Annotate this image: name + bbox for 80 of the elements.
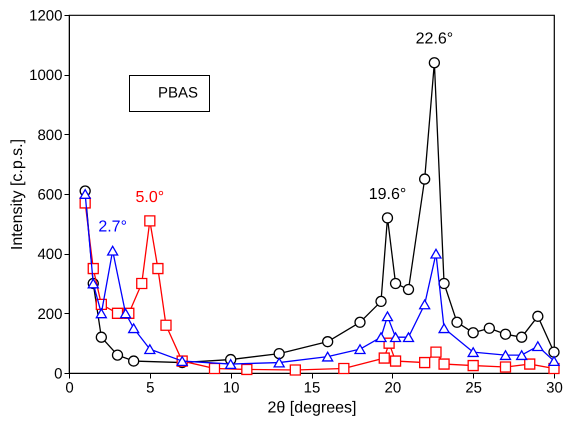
point bbox=[500, 328, 512, 340]
point bbox=[419, 173, 430, 185]
x-axis-title: 2θ [degrees] bbox=[268, 400, 356, 416]
point bbox=[468, 360, 479, 372]
point bbox=[390, 332, 402, 342]
point bbox=[375, 296, 387, 308]
point bbox=[322, 352, 334, 362]
point bbox=[120, 308, 132, 318]
point bbox=[438, 323, 450, 334]
y-tick-label: 400 bbox=[37, 246, 62, 264]
point bbox=[375, 332, 387, 342]
point bbox=[516, 332, 528, 343]
point bbox=[274, 348, 285, 360]
point bbox=[128, 323, 140, 334]
point bbox=[378, 352, 390, 364]
point bbox=[468, 347, 479, 358]
x-tick-label: 30 bbox=[546, 380, 563, 396]
point bbox=[451, 316, 463, 328]
point bbox=[500, 350, 512, 360]
point bbox=[290, 364, 301, 376]
point bbox=[430, 248, 442, 259]
point bbox=[152, 262, 164, 274]
y-tick-label: 800 bbox=[37, 126, 62, 144]
point bbox=[136, 278, 148, 290]
x-tick-label: 25 bbox=[465, 380, 482, 396]
point bbox=[402, 332, 414, 342]
y-tick-label: 0 bbox=[54, 366, 62, 382]
point bbox=[390, 278, 402, 290]
point bbox=[402, 284, 414, 296]
y-axis-title: Intensity [c.p.s.] bbox=[9, 138, 26, 250]
point bbox=[96, 308, 107, 318]
point bbox=[225, 359, 236, 370]
y-tick-label: 200 bbox=[37, 306, 62, 323]
y-tick-label: 600 bbox=[37, 186, 62, 204]
point bbox=[322, 336, 334, 348]
point bbox=[208, 362, 220, 374]
x-tick-label: 20 bbox=[384, 380, 402, 396]
point bbox=[438, 358, 450, 370]
y-tick-label: 1200 bbox=[29, 8, 62, 24]
y-tick-label: 1000 bbox=[29, 67, 62, 84]
point bbox=[430, 346, 442, 358]
point bbox=[532, 341, 544, 352]
annotation: 22.6° bbox=[416, 30, 454, 48]
point bbox=[354, 344, 366, 354]
point bbox=[107, 246, 118, 256]
annotation: 5.0° bbox=[136, 188, 164, 206]
x-tick-label: 10 bbox=[222, 380, 240, 396]
point bbox=[112, 308, 124, 319]
point bbox=[548, 346, 560, 358]
point bbox=[419, 299, 430, 310]
point bbox=[390, 355, 402, 367]
point bbox=[144, 344, 156, 354]
x-tick-label: 5 bbox=[146, 380, 155, 396]
point bbox=[274, 358, 285, 368]
point bbox=[532, 310, 544, 322]
text: PBAS bbox=[158, 84, 198, 102]
point bbox=[382, 311, 394, 322]
point bbox=[516, 350, 528, 360]
point bbox=[419, 356, 430, 368]
point bbox=[160, 320, 172, 331]
annotation: 2.7° bbox=[98, 218, 127, 236]
point bbox=[468, 327, 479, 338]
point bbox=[354, 316, 366, 328]
annotation: 19.6° bbox=[368, 186, 406, 203]
point bbox=[144, 215, 156, 226]
point bbox=[241, 364, 252, 376]
x-tick-label: 0 bbox=[65, 380, 74, 396]
point bbox=[428, 57, 440, 68]
x-tick-label: 15 bbox=[304, 380, 320, 396]
point bbox=[438, 278, 450, 290]
point bbox=[80, 189, 91, 199]
point bbox=[382, 212, 394, 224]
point bbox=[500, 361, 512, 373]
point bbox=[112, 349, 124, 361]
point bbox=[96, 332, 107, 343]
point bbox=[484, 322, 495, 334]
point bbox=[548, 356, 560, 366]
point bbox=[128, 355, 140, 367]
point bbox=[338, 362, 350, 374]
point bbox=[524, 358, 536, 370]
